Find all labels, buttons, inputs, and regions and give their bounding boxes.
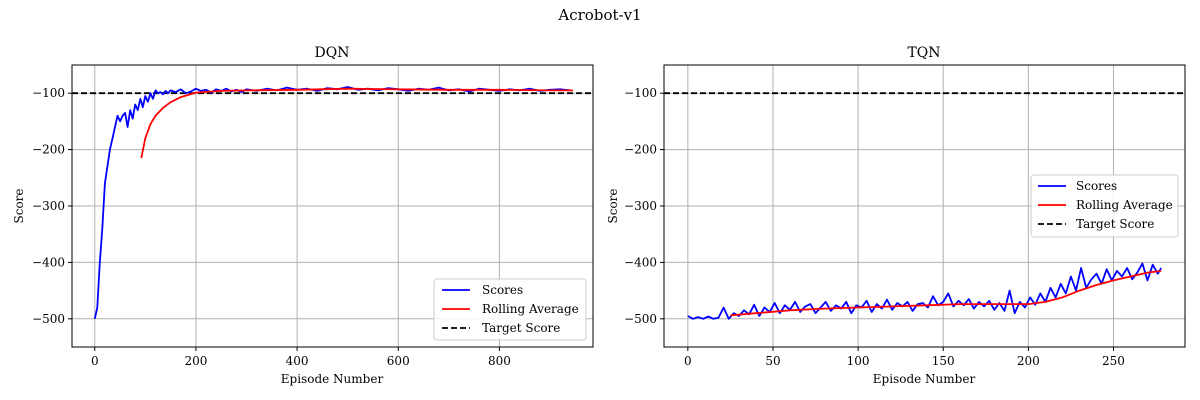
dqn-rolling-average-line: [140, 87, 573, 159]
subplot-tqn: TQN 0 50 100 150 200 250−500−400−300−200−100 …: [606, 45, 1186, 386]
dqn-ylabel: Score: [12, 188, 26, 223]
dqn-legend-target-label: Target Score: [482, 321, 560, 335]
tqn-rolling-average-line: [730, 270, 1162, 317]
tqn-legend-rolling-label: Rolling Average: [1076, 198, 1173, 212]
subplot-dqn: DQN 0 200 400 600 800 −500 −400 −300 −200 −100 Ep…: [12, 45, 594, 386]
tqn-ytick-label: −500: [624, 312, 657, 326]
tqn-ytick-label: −400: [624, 255, 657, 269]
dqn-legend-scores-label: Scores: [482, 283, 523, 297]
tqn-ytick-label: −100: [624, 86, 657, 100]
tqn-title: TQN: [907, 45, 940, 61]
dqn-series: [93, 86, 573, 319]
tqn-xtick-label: 50: [765, 354, 780, 368]
dqn-xtick-label: 400: [286, 354, 309, 368]
dqn-xtick-label: 800: [488, 354, 511, 368]
tqn-series: [687, 262, 1162, 320]
dqn-ticks: 0 200 400 600 800 −500 −400 −300 −200 −100: [32, 86, 511, 368]
tqn-legend-target-label: Target Score: [1076, 217, 1154, 231]
dqn-ytick-label: −500: [32, 312, 65, 326]
tqn-ylabel: Score: [606, 188, 620, 223]
figure-suptitle: Acrobot-v1: [557, 6, 641, 24]
dqn-ytick-label: −300: [32, 199, 65, 213]
dqn-ytick-label: −100: [32, 86, 65, 100]
dqn-ytick-label: −400: [32, 255, 65, 269]
tqn-ytick-label: −300: [624, 199, 657, 213]
dqn-legend: Scores Rolling Average Target Score: [433, 278, 587, 341]
dqn-xlabel: Episode Number: [281, 372, 384, 386]
tqn-legend-scores-label: Scores: [1076, 179, 1117, 193]
dqn-legend-box: [433, 278, 587, 341]
tqn-ytick-label: −200: [624, 143, 657, 157]
tqn-xlabel: Episode Number: [873, 372, 976, 386]
dqn-ytick-label: −200: [32, 143, 65, 157]
tqn-xtick-label: 150: [932, 354, 955, 368]
dqn-legend-rolling-label: Rolling Average: [482, 302, 579, 316]
tqn-xtick-label: 250: [1102, 354, 1125, 368]
tqn-ticks: 0 50 100 150 200 250 −500 −400 −300 −200 −100: [624, 86, 1125, 368]
tqn-xtick-label: 0: [684, 354, 692, 368]
dqn-xtick-label: 600: [387, 354, 410, 368]
tqn-legend-box: [1030, 174, 1179, 238]
tqn-legend: Scores Rolling Average Target Score: [1030, 174, 1179, 238]
dqn-xtick-label: 200: [184, 354, 207, 368]
dqn-xtick-label: 0: [91, 354, 99, 368]
tqn-xtick-label: 100: [847, 354, 870, 368]
tqn-scores-line: [687, 262, 1162, 320]
tqn-xtick-label: 200: [1017, 354, 1040, 368]
dqn-title: DQN: [315, 45, 350, 61]
